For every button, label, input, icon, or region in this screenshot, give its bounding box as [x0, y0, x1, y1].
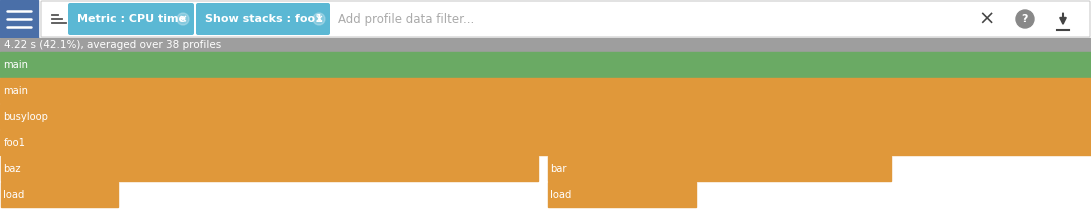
FancyBboxPatch shape [41, 1, 1090, 37]
Text: load: load [3, 190, 25, 199]
Circle shape [313, 13, 325, 25]
Bar [1, 182, 118, 207]
Bar [0, 52, 1091, 77]
Text: load: load [550, 190, 572, 199]
Text: Show stacks : foo1: Show stacks : foo1 [205, 14, 323, 24]
Circle shape [177, 13, 189, 25]
Text: Metric : CPU time: Metric : CPU time [77, 14, 185, 24]
Bar [0, 38, 1091, 52]
Bar [0, 0, 38, 38]
Text: ×: × [979, 10, 995, 28]
Text: ?: ? [1022, 14, 1028, 24]
FancyBboxPatch shape [68, 3, 194, 35]
Bar [0, 130, 1091, 155]
Text: bar: bar [550, 164, 566, 174]
Text: ×: × [179, 14, 188, 24]
Text: ×: × [314, 14, 323, 24]
Bar [0, 78, 1091, 103]
Text: main: main [3, 60, 28, 70]
Bar [548, 156, 891, 181]
Text: foo1: foo1 [3, 138, 25, 148]
Text: baz: baz [3, 164, 21, 174]
Bar [548, 182, 696, 207]
Bar [0, 104, 1091, 129]
Bar [1, 156, 538, 181]
Text: main: main [3, 85, 28, 96]
Circle shape [1016, 10, 1034, 28]
Text: busyloop: busyloop [3, 112, 48, 121]
Text: Add profile data filter...: Add profile data filter... [338, 13, 475, 25]
Text: 4.22 s (42.1%), averaged over 38 profiles: 4.22 s (42.1%), averaged over 38 profile… [4, 40, 221, 50]
FancyBboxPatch shape [196, 3, 329, 35]
